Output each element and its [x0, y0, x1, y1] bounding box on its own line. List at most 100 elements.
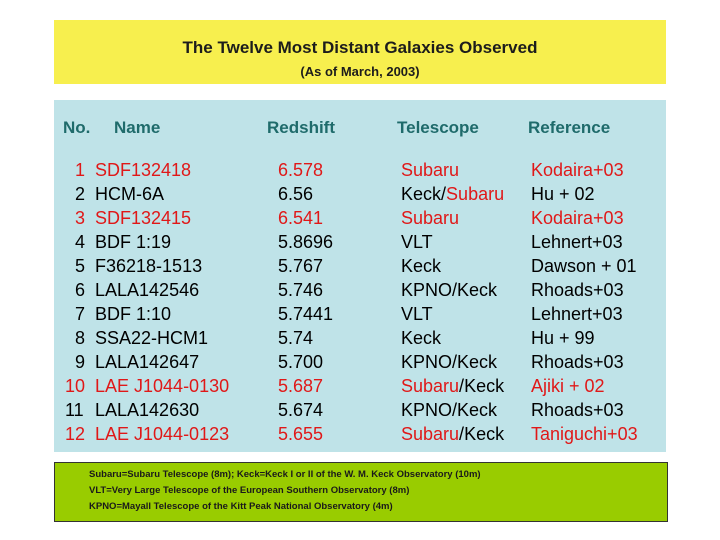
telescope-primary: VLT	[401, 304, 433, 324]
telescope-primary: Subaru	[401, 208, 460, 228]
telescope-primary: Keck	[401, 184, 442, 204]
reference: Ajiki + 02	[531, 376, 605, 396]
galaxy-name: BDF 1:19	[95, 232, 172, 252]
telescope-cell: Subaru/Keck	[401, 424, 504, 445]
reference: Lehnert+03	[531, 232, 623, 252]
table-row: 1 SDF132418 6.578 Subaru Kodaira+03	[54, 160, 666, 184]
reference: Kodaira+03	[531, 160, 624, 180]
galaxy-name: LALA142546	[95, 280, 200, 300]
redshift-value: 5.700	[278, 352, 324, 372]
table-row: 3 SDF132415 6.541 Subaru Kodaira+03	[54, 208, 666, 232]
galaxy-name: BDF 1:10	[95, 304, 172, 324]
galaxy-name: LAE J1044-0123	[95, 424, 230, 444]
row-number: 2	[75, 184, 86, 204]
telescope-primary: KPNO	[401, 352, 453, 372]
telescope-secondary: Keck	[457, 400, 498, 420]
column-header-name: Name	[114, 118, 161, 137]
column-header-telescope: Telescope	[397, 118, 479, 137]
telescope-separator: /	[452, 352, 458, 372]
row-number: 4	[75, 232, 86, 252]
table-row: 2 HCM-6A 6.56 Keck/Subaru Hu + 02	[54, 184, 666, 208]
table-row: 9 LALA142647 5.700 KPNO/Keck Rhoads+03	[54, 352, 666, 376]
page-subtitle: (As of March, 2003)	[300, 64, 420, 79]
telescope-cell: VLT	[401, 232, 433, 253]
telescope-cell: KPNO/Keck	[401, 280, 497, 301]
telescope-cell: KPNO/Keck	[401, 400, 497, 421]
redshift-value: 5.655	[278, 424, 324, 444]
telescope-cell: Subaru/Keck	[401, 376, 504, 397]
redshift-value: 5.746	[278, 280, 324, 300]
redshift-value: 6.578	[278, 160, 324, 180]
redshift-value: 5.8696	[278, 232, 334, 252]
telescope-separator: /	[459, 376, 465, 396]
table-row: 7 BDF 1:10 5.7441 VLT Lehnert+03	[54, 304, 666, 328]
telescope-secondary: Keck	[457, 280, 498, 300]
telescope-cell: Keck/Subaru	[401, 184, 504, 205]
redshift-value: 5.674	[278, 400, 324, 420]
telescope-primary: Subaru	[401, 160, 460, 180]
row-number: 1	[75, 160, 86, 180]
title-banner: The Twelve Most Distant Galaxies Observe…	[54, 20, 666, 84]
row-number: 6	[75, 280, 86, 300]
telescope-separator: /	[459, 424, 465, 444]
galaxy-name: LAE J1044-0130	[95, 376, 230, 396]
galaxy-name: LALA142630	[95, 400, 200, 420]
galaxy-name: SDF132415	[95, 208, 192, 228]
notes-box: Subaru=Subaru Telescope (8m); Keck=Keck …	[54, 462, 668, 522]
telescope-primary: Keck	[401, 328, 442, 348]
reference: Rhoads+03	[531, 280, 624, 300]
telescope-cell: Keck	[401, 256, 441, 277]
table-row: 4 BDF 1:19 5.8696 VLT Lehnert+03	[54, 232, 666, 256]
reference: Kodaira+03	[531, 208, 624, 228]
telescope-separator: /	[452, 400, 458, 420]
redshift-value: 6.541	[278, 208, 324, 228]
row-number: 8	[75, 328, 86, 348]
telescope-primary: KPNO	[401, 400, 453, 420]
telescope-cell: KPNO/Keck	[401, 352, 497, 373]
telescope-primary: Subaru	[401, 376, 460, 396]
telescope-separator: /	[452, 280, 458, 300]
telescope-cell: Keck	[401, 328, 441, 349]
page-title: The Twelve Most Distant Galaxies Observe…	[182, 38, 538, 57]
telescope-secondary: Subaru	[446, 184, 505, 204]
table-row: 5 F36218-1513 5.767 Keck Dawson + 01	[54, 256, 666, 280]
row-number: 3	[75, 208, 86, 228]
reference: Taniguchi+03	[531, 424, 638, 444]
column-header-redshift: Redshift	[267, 118, 335, 137]
column-header-reference: Reference	[528, 118, 611, 137]
telescope-cell: Subaru	[401, 160, 459, 181]
reference: Rhoads+03	[531, 352, 624, 372]
galaxy-name: SSA22-HCM1	[95, 328, 209, 348]
redshift-value: 6.56	[278, 184, 314, 204]
column-header-no: No.	[63, 118, 91, 137]
redshift-value: 5.7441	[278, 304, 334, 324]
telescope-cell: Subaru	[401, 208, 459, 229]
row-number: 7	[75, 304, 86, 324]
redshift-value: 5.74	[278, 328, 314, 348]
telescope-primary: Subaru	[401, 424, 460, 444]
row-number: 10	[65, 376, 86, 396]
galaxy-name: HCM-6A	[95, 184, 165, 204]
telescope-secondary: Keck	[464, 376, 505, 396]
reference: Hu + 99	[531, 328, 595, 348]
redshift-value: 5.767	[278, 256, 324, 276]
table-row: 8 SSA22-HCM1 5.74 Keck Hu + 99	[54, 328, 666, 352]
reference: Dawson + 01	[531, 256, 637, 276]
reference: Lehnert+03	[531, 304, 623, 324]
row-number: 11	[65, 400, 84, 420]
reference: Rhoads+03	[531, 400, 624, 420]
galaxy-name: SDF132418	[95, 160, 192, 180]
reference: Hu + 02	[531, 184, 595, 204]
row-number: 12	[65, 424, 86, 444]
telescope-separator: /	[441, 184, 447, 204]
note-vlt: VLT=Very Large Telescope of the European…	[89, 485, 410, 496]
telescope-secondary: Keck	[457, 352, 498, 372]
telescope-primary: VLT	[401, 232, 433, 252]
galaxy-name: LALA142647	[95, 352, 200, 372]
telescope-primary: Keck	[401, 256, 442, 276]
row-number: 9	[75, 352, 86, 372]
telescope-cell: VLT	[401, 304, 433, 325]
redshift-value: 5.687	[278, 376, 324, 396]
telescope-secondary: Keck	[464, 424, 505, 444]
